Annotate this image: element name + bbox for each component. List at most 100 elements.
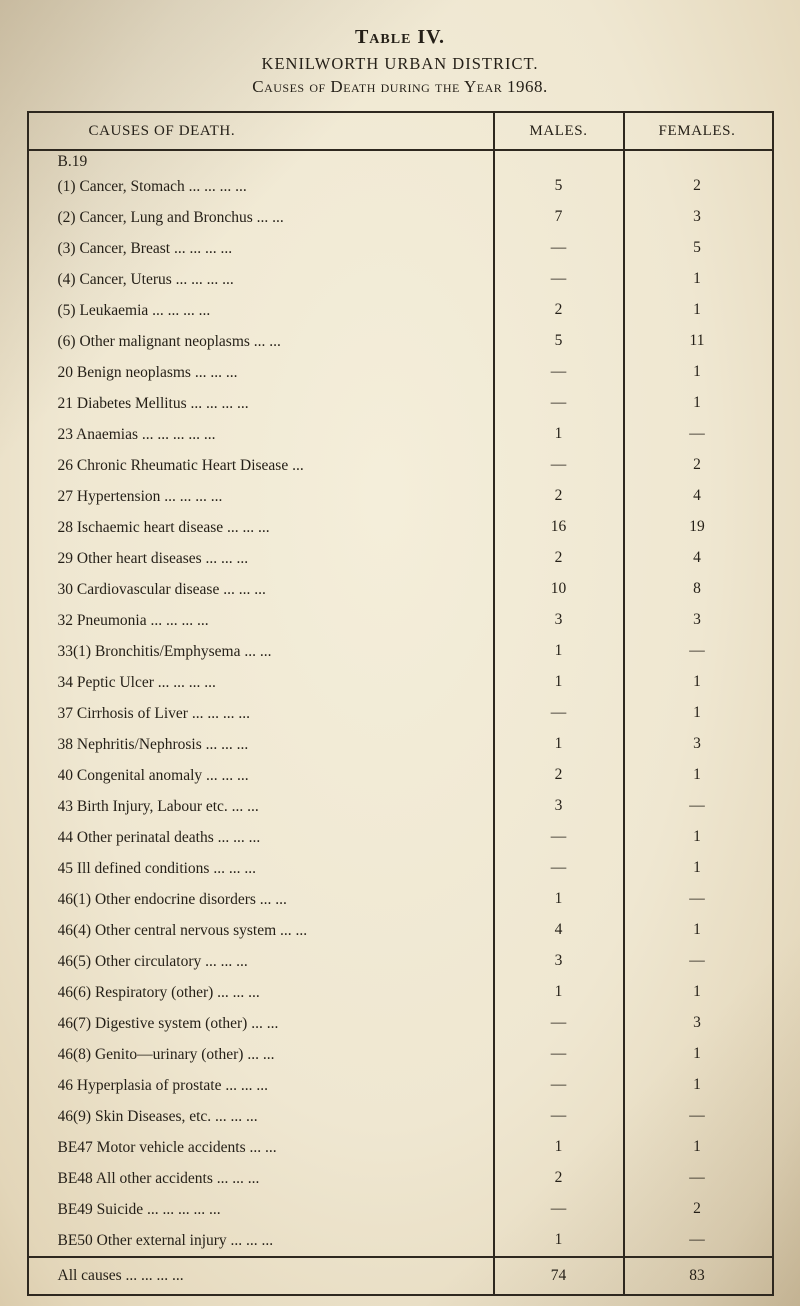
cause-cell: (5) Leukaemia ... ... ... ... <box>29 295 493 326</box>
row-cause-label: 46(8) Genito—urinary (other) ... ... <box>57 1045 275 1063</box>
row-females-value: 8 <box>622 574 770 605</box>
cause-cell: 37 Cirrhosis of Liver ... ... ... ... <box>29 698 493 729</box>
table-footer-row: All causes ... ... ... ... 74 83 <box>28 1256 772 1294</box>
row-females-value: 1 <box>622 1070 770 1101</box>
row-males-value: 1 <box>492 667 623 698</box>
table-row: 23 Anaemias ... ... ... ... ... 1 — <box>29 419 772 450</box>
row-males-value: — <box>492 698 623 729</box>
row-cause-label: (4) Cancer, Uterus ... ... ... ... <box>57 270 234 288</box>
row-males-value: 2 <box>492 1163 623 1194</box>
cause-cell: 23 Anaemias ... ... ... ... ... <box>29 419 493 450</box>
row-males-value: — <box>492 1008 623 1039</box>
row-cause-label: 34 Peptic Ulcer ... ... ... ... <box>57 673 216 691</box>
cause-cell: 46(5) Other circulatory ... ... ... <box>29 946 493 977</box>
row-cause-label: 45 Ill defined conditions ... ... ... <box>57 859 256 877</box>
cause-cell: 46(9) Skin Diseases, etc. ... ... ... <box>29 1101 493 1132</box>
row-cause-label: (1) Cancer, Stomach ... ... ... ... <box>57 177 247 195</box>
table-row: (2) Cancer, Lung and Bronchus ... ... 7 … <box>29 202 772 233</box>
cause-cell: 26 Chronic Rheumatic Heart Disease ... <box>29 450 493 481</box>
row-females-value: 3 <box>622 605 770 636</box>
table-row: 26 Chronic Rheumatic Heart Disease ... —… <box>29 450 772 481</box>
row-females-value: 1 <box>622 760 770 791</box>
row-cause-label: 46(9) Skin Diseases, etc. ... ... ... <box>57 1107 258 1125</box>
cause-cell: 20 Benign neoplasms ... ... ... <box>29 357 493 388</box>
row-females-value: 1 <box>622 915 770 946</box>
cause-cell: BE50 Other external injury ... ... ... <box>29 1225 493 1256</box>
cause-cell: 44 Other perinatal deaths ... ... ... <box>29 822 493 853</box>
cause-cell: (4) Cancer, Uterus ... ... ... ... <box>29 264 493 295</box>
row-females-value: 19 <box>622 512 770 543</box>
row-males-value: — <box>492 450 623 481</box>
row-cause-label: (3) Cancer, Breast ... ... ... ... <box>57 239 233 257</box>
table-row: 27 Hypertension ... ... ... ... 2 4 <box>29 481 772 512</box>
cause-cell: 46(1) Other endocrine disorders ... ... <box>29 884 493 915</box>
cause-cell: 46 Hyperplasia of prostate ... ... ... <box>29 1070 493 1101</box>
row-females-value: 5 <box>622 233 770 264</box>
table-row: 21 Diabetes Mellitus ... ... ... ... — 1 <box>29 388 772 419</box>
row-females-value: — <box>622 946 770 977</box>
cause-cell: 46(7) Digestive system (other) ... ... <box>29 1008 493 1039</box>
row-cause-label: 37 Cirrhosis of Liver ... ... ... ... <box>57 704 250 722</box>
row-males-value: 4 <box>492 915 623 946</box>
row-males-value: 2 <box>492 295 623 326</box>
row-males-value: 2 <box>492 481 623 512</box>
cause-cell: 40 Congenital anomaly ... ... ... <box>29 760 493 791</box>
table-row: BE50 Other external injury ... ... ... 1… <box>29 1225 772 1256</box>
row-cause-label: 30 Cardiovascular disease ... ... ... <box>57 580 266 598</box>
row-females-value: 1 <box>622 822 770 853</box>
table-row: 37 Cirrhosis of Liver ... ... ... ... — … <box>29 698 772 729</box>
cause-cell: 45 Ill defined conditions ... ... ... <box>29 853 493 884</box>
row-males-value: 5 <box>492 326 623 357</box>
row-males-value: 5 <box>492 151 623 202</box>
row-males-value: 1 <box>492 884 623 915</box>
table-row: 45 Ill defined conditions ... ... ... — … <box>29 853 772 884</box>
row-females-value: 1 <box>622 1039 770 1070</box>
cause-cell: BE48 All other accidents ... ... ... <box>29 1163 493 1194</box>
row-females-value: 3 <box>622 202 770 233</box>
table-row: (4) Cancer, Uterus ... ... ... ... — 1 <box>29 264 772 295</box>
table-row: 20 Benign neoplasms ... ... ... — 1 <box>29 357 772 388</box>
cause-cell: 27 Hypertension ... ... ... ... <box>29 481 493 512</box>
row-males-value: 1 <box>492 977 623 1008</box>
row-cause-label: BE49 Suicide ... ... ... ... ... <box>57 1200 221 1218</box>
table-row: 38 Nephritis/Nephrosis ... ... ... 1 3 <box>29 729 772 760</box>
row-cause-label: 44 Other perinatal deaths ... ... ... <box>57 828 261 846</box>
cause-cell: 46(4) Other central nervous system ... .… <box>29 915 493 946</box>
cause-cell: 32 Pneumonia ... ... ... ... <box>29 605 493 636</box>
table-row: 34 Peptic Ulcer ... ... ... ... 1 1 <box>29 667 772 698</box>
row-females-value: 1 <box>622 977 770 1008</box>
table-row: BE48 All other accidents ... ... ... 2 — <box>29 1163 772 1194</box>
row-cause-label: 46(5) Other circulatory ... ... ... <box>57 952 248 970</box>
row-females-value: 2 <box>622 450 770 481</box>
cause-cell: BE49 Suicide ... ... ... ... ... <box>29 1194 493 1225</box>
row-males-value: — <box>492 1039 623 1070</box>
table-row: 46(8) Genito—urinary (other) ... ... — 1 <box>29 1039 772 1070</box>
row-females-value: 4 <box>622 543 770 574</box>
row-females-value: 2 <box>622 1194 770 1225</box>
table-row: 29 Other heart diseases ... ... ... 2 4 <box>29 543 772 574</box>
header-females: FEMALES. <box>622 113 770 149</box>
table-row: 40 Congenital anomaly ... ... ... 2 1 <box>29 760 772 791</box>
row-males-value: 1 <box>492 636 623 667</box>
table-title: Table IV. <box>354 26 446 48</box>
row-males-value: — <box>492 1070 623 1101</box>
cause-cell: 46(6) Respiratory (other) ... ... ... <box>29 977 493 1008</box>
causes-of-death-table: CAUSES OF DEATH. MALES. FEMALES. B.19 (1… <box>26 111 774 1296</box>
cause-cell: (6) Other malignant neoplasms ... ... <box>29 326 493 357</box>
cause-cell: 34 Peptic Ulcer ... ... ... ... <box>29 667 493 698</box>
cause-cell: 38 Nephritis/Nephrosis ... ... ... <box>29 729 493 760</box>
table-row: BE49 Suicide ... ... ... ... ... — 2 <box>29 1194 772 1225</box>
table-row: (6) Other malignant neoplasms ... ... 5 … <box>29 326 772 357</box>
row-males-value: — <box>492 357 623 388</box>
row-cause-label: 21 Diabetes Mellitus ... ... ... ... <box>57 394 249 412</box>
row-males-value: — <box>492 264 623 295</box>
row-females-value: 1 <box>622 295 770 326</box>
row-males-value: — <box>492 853 623 884</box>
row-females-value: 1 <box>622 388 770 419</box>
table-row: 30 Cardiovascular disease ... ... ... 10… <box>29 574 772 605</box>
cause-cell: 29 Other heart diseases ... ... ... <box>29 543 493 574</box>
row-cause-label: 33(1) Bronchitis/Emphysema ... ... <box>57 642 272 660</box>
row-cause-label: 28 Ischaemic heart disease ... ... ... <box>57 518 270 536</box>
cause-cell: B.19 (1) Cancer, Stomach ... ... ... ... <box>29 151 493 202</box>
table-row: 46(1) Other endocrine disorders ... ... … <box>29 884 772 915</box>
